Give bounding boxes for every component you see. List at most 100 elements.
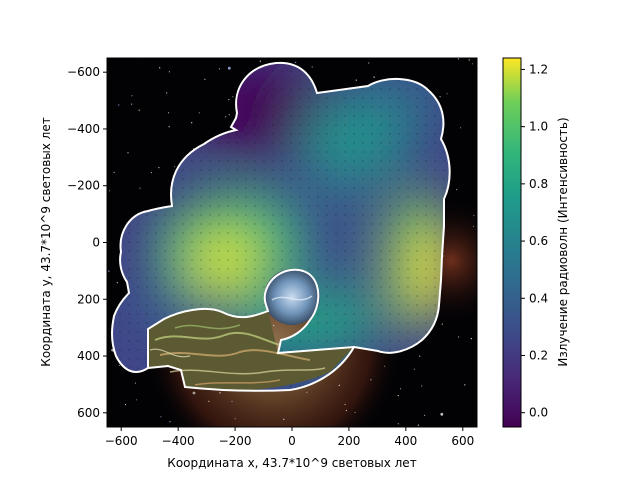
quiver-dot xyxy=(263,115,265,117)
quiver-dot xyxy=(191,304,193,306)
quiver-dot xyxy=(182,286,184,288)
quiver-dot xyxy=(227,304,229,306)
quiver-dot xyxy=(398,286,400,288)
quiver-dot xyxy=(254,151,256,153)
quiver-dot xyxy=(128,241,130,243)
quiver-dot xyxy=(173,232,175,234)
quiver-dot xyxy=(362,205,364,207)
y-tick-label: −400 xyxy=(67,122,100,136)
quiver-dot xyxy=(218,223,220,225)
quiver-dot xyxy=(371,205,373,207)
quiver-dot xyxy=(317,331,319,333)
quiver-dot xyxy=(200,205,202,207)
quiver-dot xyxy=(362,241,364,243)
quiver-dot xyxy=(425,97,427,99)
quiver-dot xyxy=(245,313,247,315)
quiver-dot xyxy=(335,331,337,333)
quiver-dot xyxy=(272,223,274,225)
quiver-dot xyxy=(245,79,247,81)
quiver-dot xyxy=(317,196,319,198)
quiver-dot xyxy=(200,304,202,306)
quiver-dot xyxy=(335,223,337,225)
star xyxy=(471,63,474,65)
quiver-dot xyxy=(119,349,121,351)
quiver-dot xyxy=(218,205,220,207)
quiver-dot xyxy=(425,214,427,216)
quiver-dot xyxy=(218,241,220,243)
quiver-dot xyxy=(353,277,355,279)
quiver-dot xyxy=(416,313,418,315)
x-tick-label: −200 xyxy=(219,434,252,448)
quiver-dot xyxy=(362,142,364,144)
quiver-dot xyxy=(353,286,355,288)
quiver-dot xyxy=(281,88,283,90)
quiver-dot xyxy=(209,250,211,252)
quiver-dot xyxy=(254,268,256,270)
quiver-dot xyxy=(272,115,274,117)
quiver-dot xyxy=(308,169,310,171)
quiver-dot xyxy=(290,97,292,99)
quiver-dot xyxy=(290,196,292,198)
quiver-dot xyxy=(299,250,301,252)
quiver-dot xyxy=(398,115,400,117)
quiver-dot xyxy=(272,205,274,207)
quiver-dot xyxy=(200,223,202,225)
star xyxy=(169,421,171,423)
quiver-dot xyxy=(290,169,292,171)
quiver-dot xyxy=(155,259,157,261)
quiver-dot xyxy=(155,304,157,306)
quiver-dot xyxy=(236,286,238,288)
quiver-dot xyxy=(146,304,148,306)
quiver-dot xyxy=(326,214,328,216)
quiver-dot xyxy=(281,97,283,99)
quiver-dot xyxy=(182,232,184,234)
quiver-dot xyxy=(281,169,283,171)
quiver-dot xyxy=(362,97,364,99)
quiver-dot xyxy=(389,313,391,315)
star xyxy=(441,323,443,325)
star xyxy=(397,395,399,397)
quiver-dot xyxy=(434,268,436,270)
quiver-dot xyxy=(281,205,283,207)
quiver-dot xyxy=(416,151,418,153)
quiver-dot xyxy=(182,268,184,270)
quiver-dot xyxy=(128,259,130,261)
quiver-dot xyxy=(371,214,373,216)
x-tick-label: −600 xyxy=(105,434,138,448)
quiver-dot xyxy=(326,241,328,243)
quiver-dot xyxy=(254,196,256,198)
y-axis-label: Координата y, 43.7*10^9 световых лет xyxy=(39,117,53,366)
quiver-dot xyxy=(416,286,418,288)
quiver-dot xyxy=(299,196,301,198)
y-tick-label: −600 xyxy=(67,65,100,79)
quiver-dot xyxy=(200,187,202,189)
quiver-dot xyxy=(155,277,157,279)
quiver-dot xyxy=(290,133,292,135)
quiver-dot xyxy=(389,349,391,351)
colorbar-tick-label: 0.4 xyxy=(529,291,548,305)
quiver-dot xyxy=(326,124,328,126)
quiver-dot xyxy=(389,295,391,297)
star xyxy=(419,355,421,357)
quiver-dot xyxy=(245,241,247,243)
quiver-dot xyxy=(308,160,310,162)
quiver-dot xyxy=(227,277,229,279)
quiver-dot xyxy=(344,313,346,315)
quiver-dot xyxy=(389,259,391,261)
quiver-dot xyxy=(371,295,373,297)
star xyxy=(413,368,415,370)
quiver-dot xyxy=(326,133,328,135)
quiver-dot xyxy=(353,124,355,126)
quiver-dot xyxy=(218,187,220,189)
quiver-dot xyxy=(164,259,166,261)
star xyxy=(131,95,133,97)
quiver-dot xyxy=(425,277,427,279)
quiver-dot xyxy=(290,223,292,225)
quiver-dot xyxy=(335,214,337,216)
quiver-dot xyxy=(398,169,400,171)
quiver-dot xyxy=(344,322,346,324)
quiver-dot xyxy=(425,232,427,234)
quiver-dot xyxy=(146,277,148,279)
quiver-dot xyxy=(263,133,265,135)
quiver-dot xyxy=(344,214,346,216)
